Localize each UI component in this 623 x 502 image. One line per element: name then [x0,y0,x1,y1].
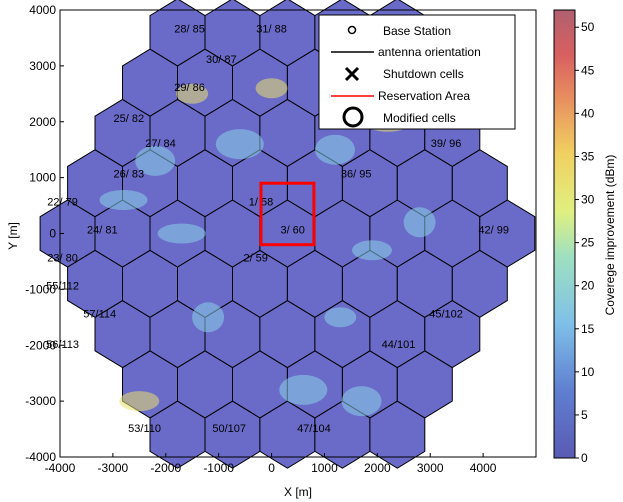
y-tick-label: 0 [49,227,56,241]
colorbar-tick-label: 35 [581,149,595,163]
cell-label: 31/ 88 [256,23,287,35]
cell-label: 2/ 59 [243,252,267,264]
x-tick-label: -4000 [45,461,76,475]
cell-labels: 28/ 85 31/ 88 29/ 86 30/ 87 25/ 82 27/ 84 26/ … [46,23,509,435]
colorbar-tick-label: 15 [581,322,595,336]
cell-label: 47/104 [297,423,331,435]
colorbar-tick-label: 30 [581,193,595,207]
y-tick-label: 2000 [29,115,56,129]
legend-modified-label: Modified cells [383,111,456,125]
cell-label: 39/ 96 [431,138,462,150]
x-tick-label: 1000 [311,461,338,475]
cell-label: 24/ 81 [87,225,118,237]
coverage-hotspot [279,374,328,405]
legend-reservation-label: Reservation Area [378,89,470,103]
colorbar-tick-label: 45 [581,63,595,77]
y-axis-ticks: -4000 -3000 -2000 -1000 0 1000 2000 3000 4000 [25,3,64,464]
reservation-area [259,181,316,247]
x-axis-label: X [m] [284,485,312,499]
legend-modified-marker [342,106,364,128]
cell-label: 3/ 60 [280,225,304,237]
cell-label: 44/101 [382,339,416,351]
legend-antenna-label: antenna orientation [378,45,481,59]
colorbar-tick-label: 5 [581,408,588,422]
legend-shutdown-x-marker [344,66,360,82]
y-tick-label: 1000 [29,171,56,185]
cell-label: 55/112 [46,280,79,292]
y-tick-label: 3000 [29,59,56,73]
coverage-hotspot [255,78,288,99]
coverage-hotspot [99,190,148,210]
legend-base-station-marker [347,25,357,35]
colorbar-tick-label: 25 [581,236,595,250]
y-tick-label: -2000 [25,338,56,352]
colorbar-tick-label: 40 [581,106,595,120]
y-tick-label: 4000 [29,3,56,17]
colorbar-tick-label: 0 [581,451,588,465]
coverage-hotspot [176,83,209,104]
coverage-hotspot [135,145,176,176]
y-tick-label: -3000 [25,394,56,408]
coverage-hotspot [403,207,436,238]
cell-label: 26/ 83 [114,169,145,181]
x-tick-label: -1000 [203,461,234,475]
legend-base-station-label: Base Station [383,24,451,38]
cell-label: 42/ 99 [478,225,509,237]
x-axis-ticks: -4000 -3000 -2000 -1000 0 1000 2000 3000 4000 [45,453,497,475]
coverage-hotspot [119,391,160,412]
x-tick-label: 4000 [470,461,497,475]
cell-label: 25/ 82 [114,113,145,125]
cell-label: 57/114 [83,308,116,320]
colorbar-tick-label: 10 [581,365,595,379]
x-tick-label: 2000 [364,461,391,475]
cell-label: 45/102 [429,308,463,320]
coverage-hotspot [324,307,357,328]
cell-label: 23/ 80 [47,252,78,264]
cell-label: 29/ 86 [174,82,205,94]
colorbar-label: Coverege improvement (dBm) [603,155,617,316]
legend-shutdown-label: Shutdown cells [383,67,464,81]
coverage-hotspot [215,129,264,160]
legend: Base Station antenna orientation Shutdow… [318,14,516,130]
colorbar-tick-label: 50 [581,20,595,34]
cell-label: 53/110 [128,423,161,435]
x-tick-label: 0 [268,461,275,475]
coverage-hotspot [352,240,392,261]
cell-label: 36/ 95 [341,169,372,181]
y-tick-label: -1000 [25,282,56,296]
x-tick-label: -2000 [150,461,181,475]
cell-label: 28/ 85 [174,23,205,35]
cell-label: 50/107 [212,423,246,435]
reservation-rect [259,181,316,247]
colorbar [553,9,576,459]
cell-label: 27/ 84 [145,138,176,150]
x-tick-label: 3000 [417,461,444,475]
coverage-hotspot [341,386,382,417]
cell-label: 22/ 79 [47,197,78,209]
y-tick-label: -4000 [25,450,56,464]
coverage-hotspot [192,302,225,333]
coverage-hotspot [157,223,206,244]
colorbar-ticks: 0 5 10 15 20 25 30 35 40 45 50 [575,20,595,465]
cell-label: 30/ 87 [206,54,237,66]
colorbar-tick-label: 20 [581,279,595,293]
y-axis-label: Y [m] [6,222,20,250]
x-tick-label: -3000 [98,461,129,475]
coverage-hotspot [315,134,355,165]
